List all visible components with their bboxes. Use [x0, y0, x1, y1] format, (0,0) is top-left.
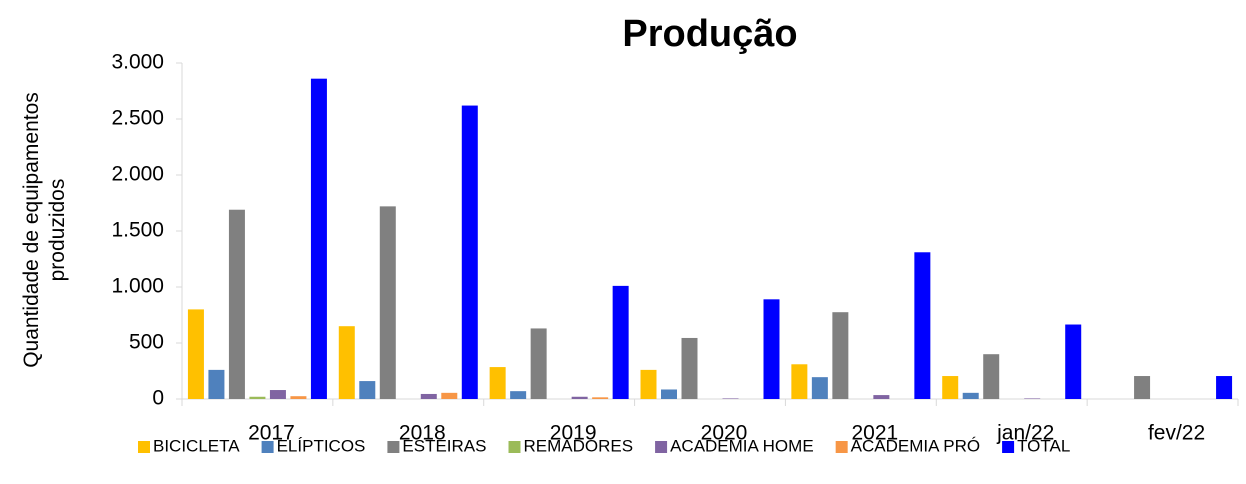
bar	[612, 285, 629, 399]
bar	[208, 369, 225, 399]
bar	[1216, 376, 1233, 399]
bar	[983, 354, 1000, 399]
bar	[461, 105, 478, 399]
x-tick-label: 2021	[851, 422, 898, 445]
bar	[811, 377, 828, 399]
y-axis-label: Quantidade de equipamentos produzidos	[20, 92, 69, 368]
y-tick-label: 0	[152, 387, 164, 410]
y-tick-label: 2.500	[111, 107, 164, 130]
legend-swatch	[835, 441, 848, 453]
legend-label: ELÍPTICOS	[277, 436, 366, 455]
bar	[942, 376, 959, 399]
bar	[489, 367, 506, 399]
bar	[228, 209, 245, 399]
bar	[420, 393, 437, 399]
legend-swatch	[261, 441, 274, 453]
legend-swatch	[138, 441, 150, 453]
y-tick-label: 500	[129, 331, 164, 354]
x-tick-label: 2019	[550, 422, 597, 445]
bar	[1065, 324, 1082, 399]
legend-swatch	[508, 441, 521, 453]
bar	[681, 337, 698, 399]
bar	[310, 78, 327, 400]
bar	[530, 328, 547, 399]
bar	[914, 252, 931, 399]
bar	[359, 381, 376, 399]
y-tick-label: 2.000	[111, 163, 164, 186]
bar	[1024, 398, 1041, 399]
legend-swatch	[655, 441, 668, 453]
bar	[290, 396, 307, 399]
legend-swatch	[387, 441, 400, 453]
legend-label: ACADEMIA HOME	[670, 436, 814, 455]
legend-label: BICICLETA	[153, 436, 240, 455]
y-tick-label: 1.500	[111, 219, 164, 242]
legend-label: ACADEMIA PRÓ	[851, 436, 980, 455]
bar	[722, 398, 739, 399]
bar	[661, 389, 677, 399]
bar	[249, 396, 266, 399]
legend-label: ESTEIRAS	[402, 436, 486, 455]
bar	[269, 390, 286, 399]
legend-label: TOTAL	[1017, 436, 1070, 455]
bar	[962, 392, 979, 399]
legend-label: REMADORES	[524, 436, 634, 455]
bar	[791, 364, 808, 399]
y-tick-label: 1.000	[111, 275, 164, 298]
bar	[510, 391, 527, 399]
bar	[338, 326, 355, 399]
x-tick-label: 2018	[399, 422, 446, 445]
y-tick-label: 3.000	[111, 51, 164, 74]
bar	[873, 395, 890, 399]
bar	[1134, 376, 1151, 399]
bar	[592, 397, 609, 399]
bar	[187, 309, 204, 399]
x-tick-label: jan/22	[996, 422, 1054, 445]
bar	[571, 396, 588, 399]
x-tick-label: 2017	[248, 422, 295, 445]
bar	[763, 299, 780, 399]
bar	[832, 312, 849, 399]
x-tick-label: 2020	[701, 422, 748, 445]
chart-title: Produção	[622, 13, 797, 55]
bar	[640, 369, 657, 399]
bar	[441, 392, 458, 399]
legend-swatch	[1002, 441, 1015, 453]
bar	[379, 206, 396, 399]
x-tick-label: fev/22	[1148, 422, 1205, 445]
